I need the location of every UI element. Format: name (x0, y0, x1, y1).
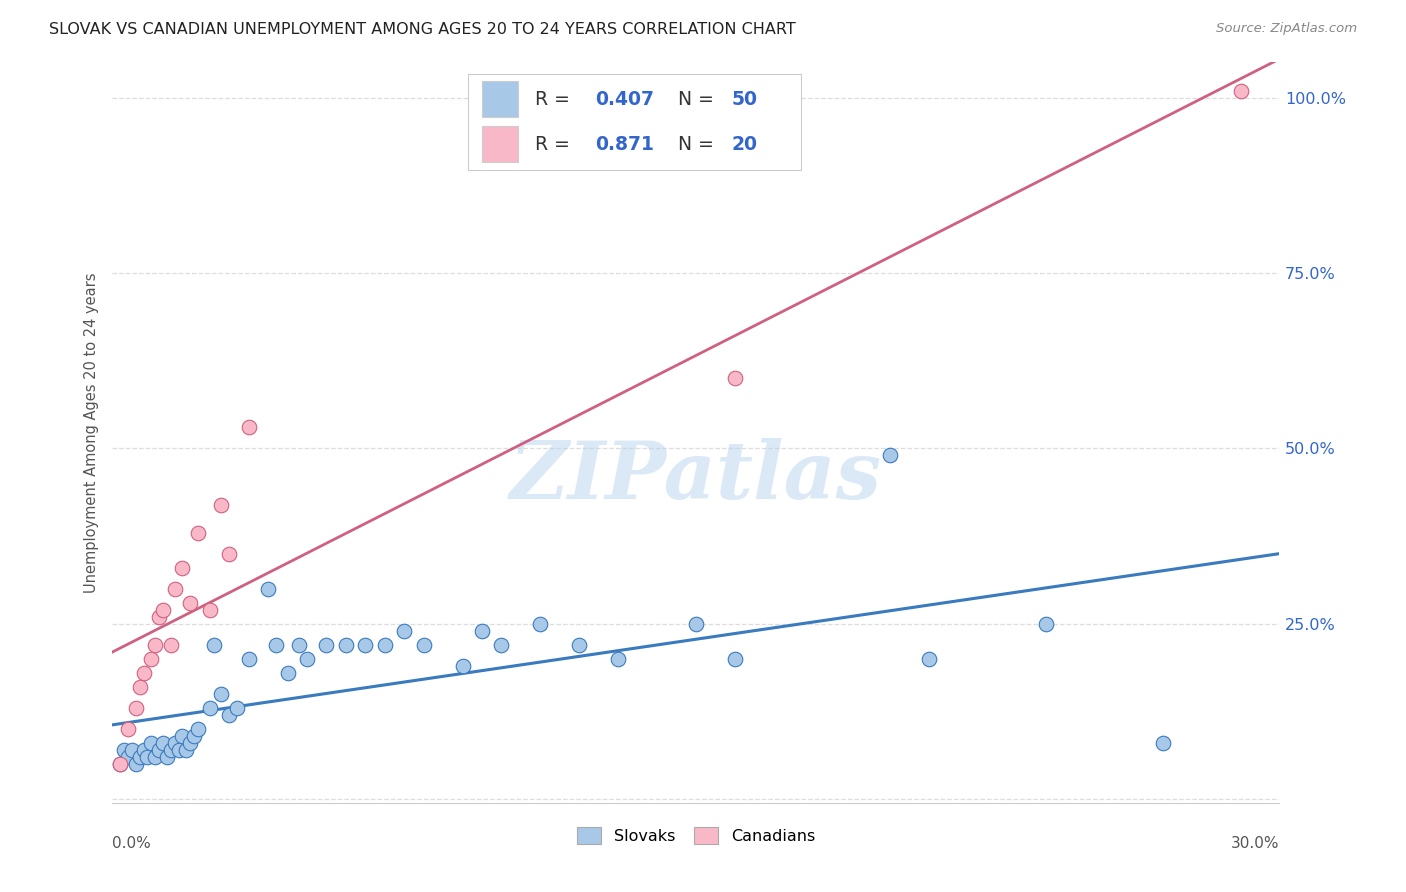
Point (125, 701, 148, 715)
Point (471, 624, 494, 638)
Point (451, 659, 474, 673)
Point (218, 708, 240, 723)
Point (198, 701, 221, 715)
Point (167, 743, 190, 757)
Point (1035, 616, 1057, 631)
Text: 30.0%: 30.0% (1232, 836, 1279, 851)
Point (879, 449, 901, 463)
Point (141, 736, 163, 750)
Point (143, 638, 166, 652)
Point (264, 638, 287, 652)
Point (491, 638, 513, 652)
Point (128, 750, 150, 764)
Point (143, 750, 166, 764)
Point (117, 750, 139, 764)
Text: ZIPatlas: ZIPatlas (510, 438, 882, 516)
Point (132, 743, 155, 757)
Point (238, 652, 260, 666)
Point (276, 665, 298, 680)
Point (724, 371, 747, 385)
Point (179, 596, 201, 610)
Point (110, 757, 132, 772)
Point (176, 743, 198, 757)
Point (315, 638, 337, 652)
Point (202, 638, 225, 652)
Point (209, 498, 232, 512)
Text: SLOVAK VS CANADIAN UNEMPLOYMENT AMONG AGES 20 TO 24 YEARS CORRELATION CHART: SLOVAK VS CANADIAN UNEMPLOYMENT AMONG AG… (49, 22, 796, 37)
Point (112, 743, 135, 757)
Point (156, 750, 179, 764)
Legend: Slovaks, Canadians: Slovaks, Canadians (571, 821, 821, 850)
Point (412, 638, 434, 652)
Point (724, 652, 747, 666)
Point (394, 624, 416, 638)
Point (183, 729, 205, 743)
Point (179, 736, 201, 750)
Text: 0.0%: 0.0% (112, 836, 152, 851)
Point (152, 736, 174, 750)
Point (918, 652, 941, 666)
Point (288, 638, 311, 652)
Point (238, 420, 260, 434)
Point (160, 638, 183, 652)
Point (354, 638, 377, 652)
Point (1152, 736, 1174, 750)
Point (163, 582, 186, 596)
Point (374, 638, 396, 652)
Point (257, 582, 280, 596)
Point (128, 680, 150, 694)
Point (117, 722, 139, 736)
Point (148, 610, 170, 624)
Point (152, 603, 174, 617)
Point (295, 652, 318, 666)
Point (335, 638, 357, 652)
Point (198, 603, 221, 617)
Point (163, 736, 186, 750)
Point (110, 757, 132, 772)
Point (136, 750, 159, 764)
Point (160, 743, 183, 757)
Point (121, 743, 143, 757)
Point (172, 560, 194, 574)
Point (607, 652, 630, 666)
Point (1229, 83, 1251, 97)
Point (132, 665, 155, 680)
Point (141, 652, 163, 666)
Y-axis label: Unemployment Among Ages 20 to 24 years: Unemployment Among Ages 20 to 24 years (84, 272, 100, 593)
Point (568, 638, 591, 652)
Point (172, 729, 194, 743)
Point (685, 616, 707, 631)
Point (226, 701, 249, 715)
Point (218, 547, 240, 561)
Point (529, 616, 551, 631)
Text: Source: ZipAtlas.com: Source: ZipAtlas.com (1216, 22, 1357, 36)
Point (148, 743, 170, 757)
Point (209, 687, 232, 701)
Point (125, 757, 148, 772)
Point (187, 722, 209, 736)
Point (187, 525, 209, 540)
